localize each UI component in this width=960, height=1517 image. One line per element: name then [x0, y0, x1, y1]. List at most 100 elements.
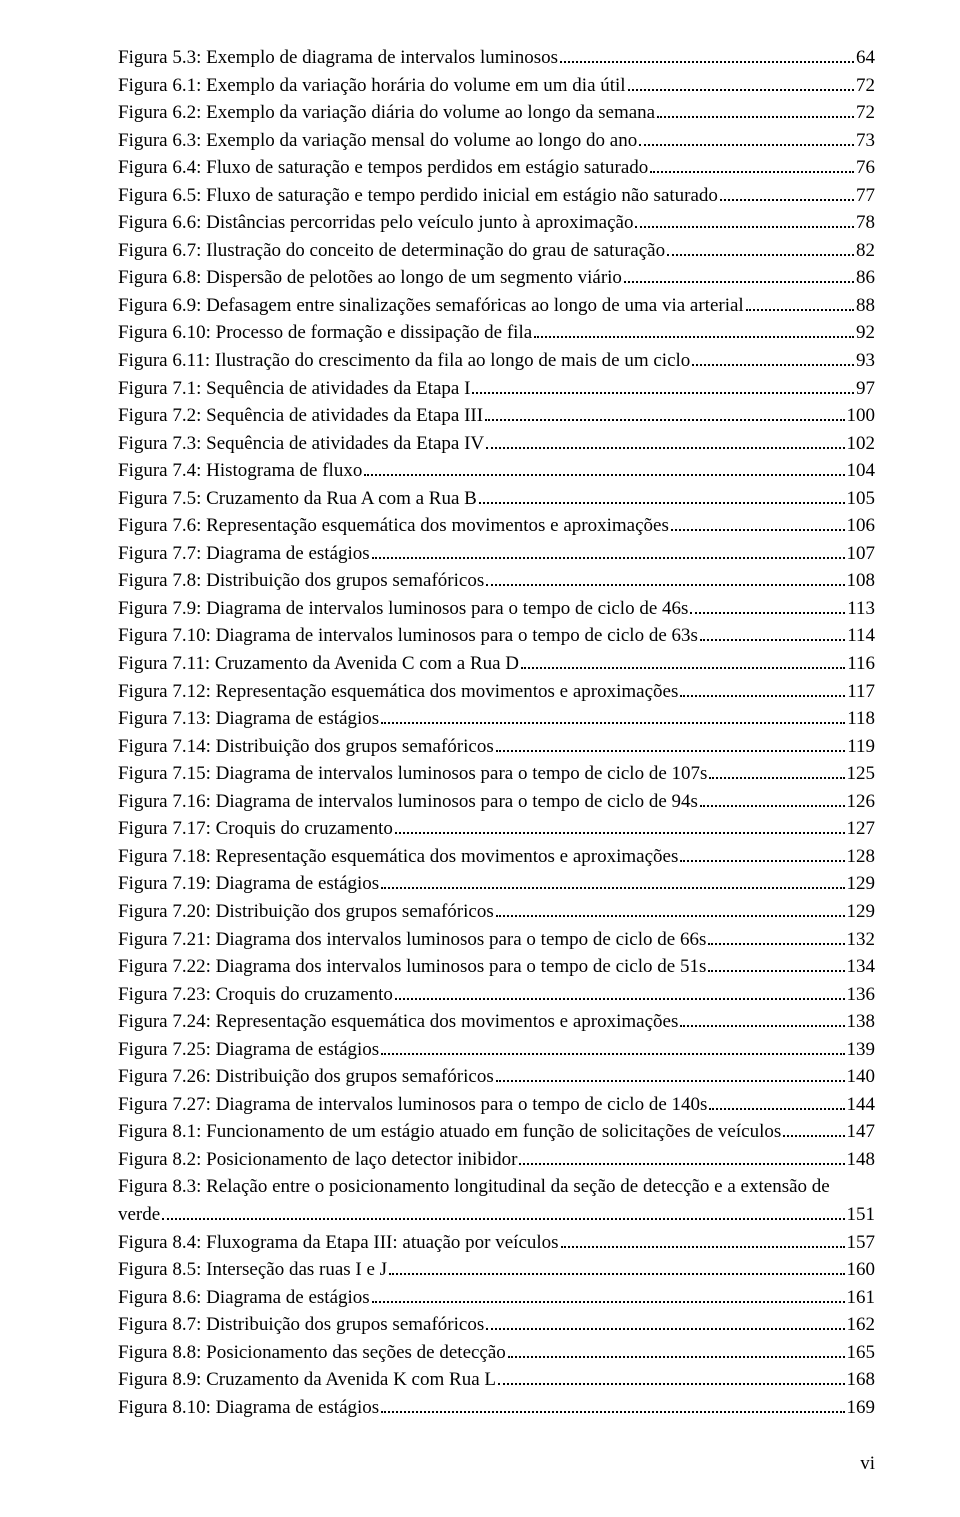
- toc-entry: Figura 7.25: Diagrama de estágios139: [118, 1036, 875, 1064]
- toc-leader-dots: [667, 254, 854, 256]
- toc-entry: Figura 6.3: Exemplo da variação mensal d…: [118, 127, 875, 155]
- page-number: vi: [860, 1453, 875, 1475]
- toc-leader-dots: [709, 1108, 844, 1110]
- toc-entry: Figura 7.18: Representação esquemática d…: [118, 843, 875, 871]
- toc-entry-label: Figura 7.20: Distribuição dos grupos sem…: [118, 898, 494, 926]
- toc-leader-dots: [508, 1356, 845, 1358]
- toc-leader-dots: [783, 1135, 844, 1137]
- toc-entry-page: 169: [847, 1394, 876, 1422]
- toc-entry-label: Figura 7.8: Distribuição dos grupos sema…: [118, 567, 484, 595]
- toc-entry-label: Figura 7.15: Diagrama de intervalos lumi…: [118, 760, 707, 788]
- toc-entry-label: Figura 7.19: Diagrama de estágios: [118, 870, 379, 898]
- toc-entry: Figura 7.12: Representação esquemática d…: [118, 678, 875, 706]
- toc-entry-label: Figura 8.2: Posicionamento de laço detec…: [118, 1146, 517, 1174]
- toc-entry-page: 88: [856, 292, 875, 320]
- toc-leader-dots: [498, 1383, 845, 1385]
- toc-entry-label: Figura 7.7: Diagrama de estágios: [118, 540, 370, 568]
- toc-entry-label: Figura 7.18: Representação esquemática d…: [118, 843, 678, 871]
- toc-entry-page: 105: [847, 485, 876, 513]
- toc-entry: Figura 8.2: Posicionamento de laço detec…: [118, 1146, 875, 1174]
- toc-entry: Figura 8.10: Diagrama de estágios 169: [118, 1394, 875, 1422]
- toc-entry-page: 118: [847, 705, 875, 733]
- toc-entry-label: Figura 8.7: Distribuição dos grupos sema…: [118, 1311, 484, 1339]
- toc-entry: Figura 7.10: Diagrama de intervalos lumi…: [118, 622, 875, 650]
- toc-entry-page: 116: [847, 650, 875, 678]
- toc-leader-dots: [657, 116, 854, 118]
- toc-entry: Figura 7.24: Representação esquemática d…: [118, 1008, 875, 1036]
- toc-leader-dots: [700, 639, 845, 641]
- toc-entry-label: Figura 8.1: Funcionamento de um estágio …: [118, 1118, 781, 1146]
- toc-entry-label: Figura 6.5: Fluxo de saturação e tempo p…: [118, 182, 718, 210]
- toc-entry-page: 129: [847, 898, 876, 926]
- toc-entry-label: Figura 7.21: Diagrama dos intervalos lum…: [118, 926, 706, 954]
- toc-leader-dots: [624, 281, 854, 283]
- toc-entry: Figura 7.3: Sequência de atividades da E…: [118, 430, 875, 458]
- toc-leader-dots: [560, 61, 854, 63]
- toc-entry-page: 78: [856, 209, 875, 237]
- toc-entry-page: 128: [847, 843, 876, 871]
- toc-entry: Figura 8.3: Relação entre o posicionamen…: [118, 1173, 875, 1228]
- toc-entry-label: Figura 8.8: Posicionamento das seções de…: [118, 1339, 506, 1367]
- toc-entry-label: Figura 7.12: Representação esquemática d…: [118, 678, 678, 706]
- toc-entry-page: 129: [847, 870, 876, 898]
- toc-entry-page: 119: [847, 733, 875, 761]
- toc-entry-label: Figura 6.7: Ilustração do conceito de de…: [118, 237, 665, 265]
- toc-entry: Figura 7.11: Cruzamento da Avenida C com…: [118, 650, 875, 678]
- toc-entry-label: Figura 7.16: Diagrama de intervalos lumi…: [118, 788, 698, 816]
- toc-leader-dots: [381, 1053, 844, 1055]
- toc-entry: Figura 6.5: Fluxo de saturação e tempo p…: [118, 182, 875, 210]
- toc-entry-label: Figura 8.4: Fluxograma da Etapa III: atu…: [118, 1229, 559, 1257]
- toc-leader-dots: [372, 557, 845, 559]
- toc-entry: Figura 7.17: Croquis do cruzamento127: [118, 815, 875, 843]
- toc-entry: Figura 7.19: Diagrama de estágios 129: [118, 870, 875, 898]
- toc-entry: Figura 7.2: Sequência de atividades da E…: [118, 402, 875, 430]
- toc-entry-page: 64: [856, 44, 875, 72]
- toc-leader-dots: [720, 199, 854, 201]
- toc-leader-dots: [746, 309, 854, 311]
- toc-entry-label: Figura 8.10: Diagrama de estágios: [118, 1394, 379, 1422]
- toc-leader-dots: [680, 695, 845, 697]
- toc-leader-dots: [162, 1218, 844, 1220]
- toc-entry-page: 148: [847, 1146, 876, 1174]
- toc-entry: Figura 6.4: Fluxo de saturação e tempos …: [118, 154, 875, 182]
- toc-entry-page: 157: [847, 1229, 876, 1257]
- toc-entry: Figura 6.11: Ilustração do crescimento d…: [118, 347, 875, 375]
- toc-leader-dots: [485, 419, 844, 421]
- toc-entry-label: Figura 7.14: Distribuição dos grupos sem…: [118, 733, 494, 761]
- toc-entry: Figura 7.26: Distribuição dos grupos sem…: [118, 1063, 875, 1091]
- toc-entry: Figura 8.5: Interseção das ruas I e J160: [118, 1256, 875, 1284]
- toc-entry-page: 107: [847, 540, 876, 568]
- toc-entry-page: 165: [847, 1339, 876, 1367]
- toc-leader-dots: [395, 998, 845, 1000]
- toc-entry: Figura 6.10: Processo de formação e diss…: [118, 319, 875, 347]
- toc-entry-page: 93: [856, 347, 875, 375]
- toc-leader-dots: [690, 612, 845, 614]
- toc-entry-page: 117: [847, 678, 875, 706]
- toc-leader-dots: [650, 171, 854, 173]
- toc-leader-dots: [381, 887, 844, 889]
- toc-entry: Figura 8.6: Diagrama de estágios161: [118, 1284, 875, 1312]
- toc-entry: Figura 6.8: Dispersão de pelotões ao lon…: [118, 264, 875, 292]
- toc-entry-label: Figura 7.27: Diagrama de intervalos lumi…: [118, 1091, 707, 1119]
- toc-entry-page: 138: [847, 1008, 876, 1036]
- toc-entry: Figura 6.7: Ilustração do conceito de de…: [118, 237, 875, 265]
- toc-entry-page: 126: [847, 788, 876, 816]
- toc-entry: Figura 7.23: Croquis do cruzamento136: [118, 981, 875, 1009]
- toc-entry: Figura 6.2: Exemplo da variação diária d…: [118, 99, 875, 127]
- toc-entry: Figura 8.7: Distribuição dos grupos sema…: [118, 1311, 875, 1339]
- toc-leader-dots: [534, 336, 854, 338]
- toc-entry-page: 77: [856, 182, 875, 210]
- toc-entry-label: Figura 6.11: Ilustração do crescimento d…: [118, 347, 690, 375]
- toc-leader-dots: [680, 1025, 844, 1027]
- toc-leader-dots: [389, 1273, 844, 1275]
- toc-entry-label: Figura 7.17: Croquis do cruzamento: [118, 815, 393, 843]
- toc-leader-dots: [496, 1080, 845, 1082]
- toc-entry-label: Figura 7.6: Representação esquemática do…: [118, 512, 669, 540]
- toc-leader-dots: [395, 832, 845, 834]
- toc-entry-label: Figura 7.13: Diagrama de estágios: [118, 705, 379, 733]
- toc-leader-dots: [519, 1163, 844, 1165]
- toc-leader-dots: [381, 1411, 844, 1413]
- toc-entry-label: Figura 6.4: Fluxo de saturação e tempos …: [118, 154, 648, 182]
- toc-entry: Figura 8.9: Cruzamento da Avenida K com …: [118, 1366, 875, 1394]
- toc-entry-page: 82: [856, 237, 875, 265]
